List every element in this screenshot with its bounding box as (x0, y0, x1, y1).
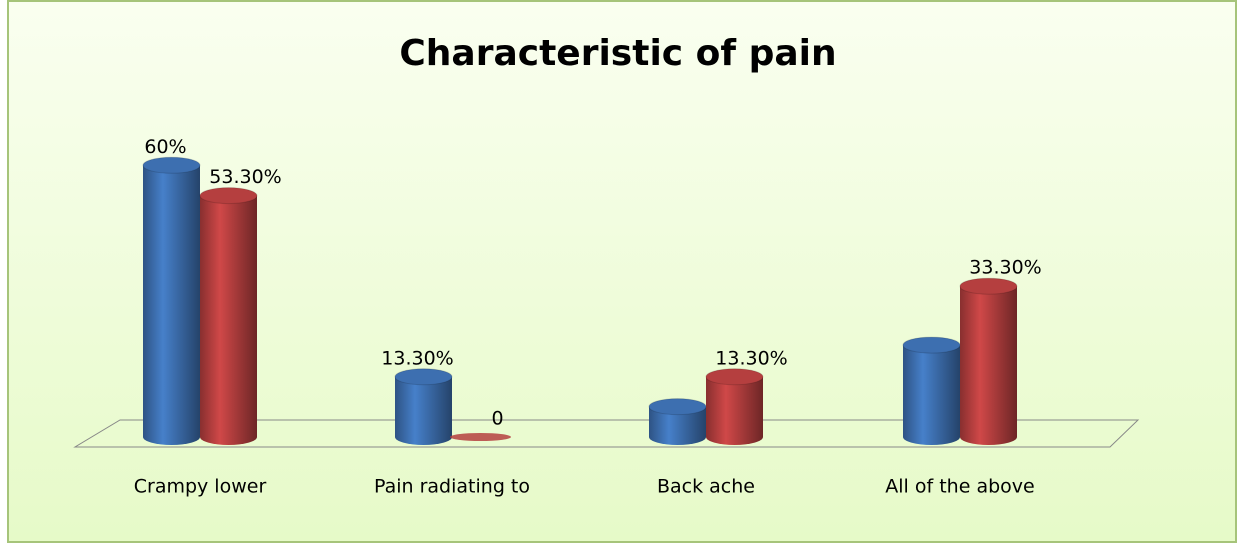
bar-body (143, 165, 200, 446)
bar-body (649, 406, 706, 445)
bar-top (648, 398, 707, 416)
data-label: 0 (491, 408, 503, 430)
bar-top (959, 277, 1018, 295)
bar (199, 187, 258, 445)
bar (902, 336, 961, 445)
bar-body (960, 286, 1017, 445)
bar-body (200, 195, 257, 445)
bar-body (395, 376, 452, 445)
data-label: 13.30% (715, 347, 787, 369)
bar (394, 368, 453, 445)
floor (73, 419, 1140, 448)
x-tick-label: Pain radiating to (374, 476, 530, 498)
bar-top (902, 336, 961, 354)
bar (959, 277, 1018, 445)
bar-body (903, 345, 960, 445)
bar-top (450, 433, 511, 441)
bar (142, 156, 201, 446)
bar (450, 433, 511, 441)
x-tick-label: All of the above (885, 476, 1034, 498)
x-tick-label: Back ache (657, 476, 755, 498)
bar-top (199, 187, 258, 205)
bar-top (142, 156, 201, 174)
chart-title: Characteristic of pain (399, 33, 836, 74)
bar (648, 398, 707, 445)
data-label: 53.30% (209, 166, 281, 188)
bar-top (394, 368, 453, 386)
data-label: 13.30% (381, 347, 453, 369)
data-label: 60% (144, 136, 186, 158)
x-tick-label: Crampy lower (134, 476, 267, 498)
bar-body (706, 376, 763, 445)
bar-top (705, 368, 764, 386)
bar (705, 368, 764, 445)
data-label: 33.30% (969, 257, 1041, 279)
